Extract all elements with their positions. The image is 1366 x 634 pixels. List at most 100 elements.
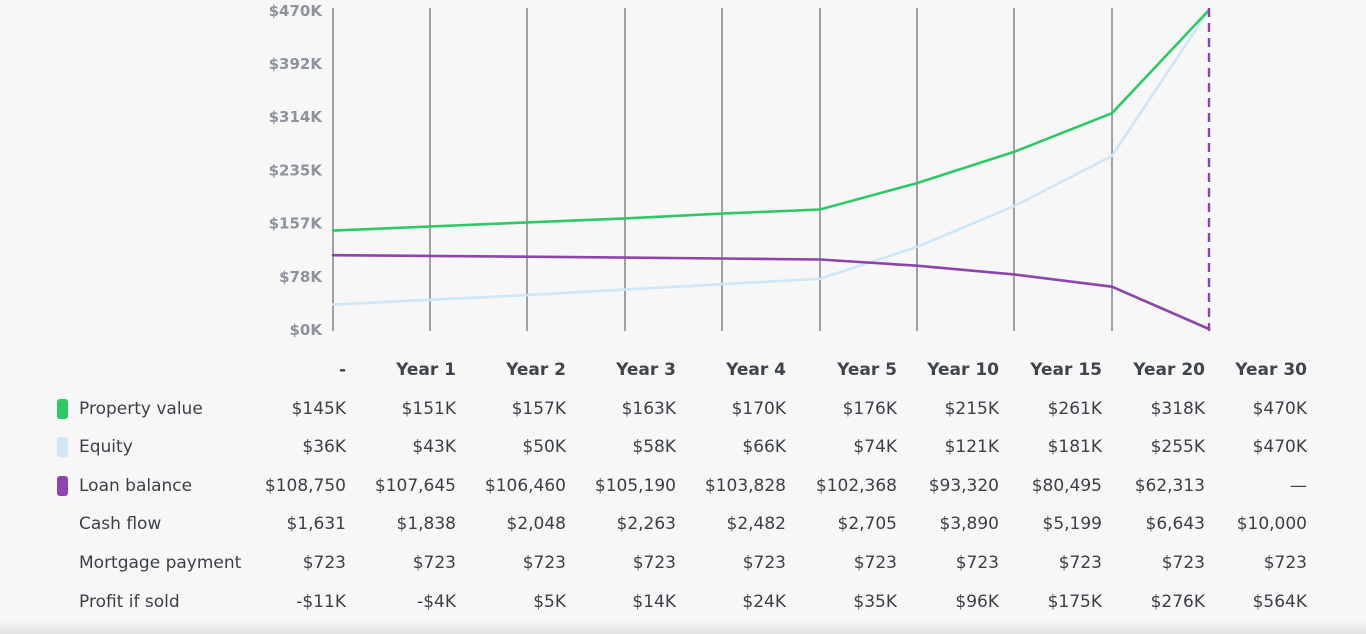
- table-cell: $74K: [853, 437, 897, 458]
- table-row: Mortgage payment $723 $723 $723 $723 $723 $723…: [0, 545, 1366, 584]
- table-cell: $3,890: [939, 514, 999, 535]
- table-cell: $2,482: [726, 514, 786, 535]
- table-cell: $163K: [621, 398, 676, 419]
- column-header: Year 20: [1133, 360, 1205, 380]
- y-tick-label: $0K: [290, 321, 324, 339]
- table-cell: $96K: [955, 591, 999, 612]
- table-cell: $108,750: [264, 475, 346, 496]
- y-tick-label: $470K: [269, 2, 324, 20]
- table-cell: $145K: [291, 398, 346, 419]
- table-row: Property value $145K $151K $157K $163K $170K $…: [0, 391, 1366, 430]
- table-cell: -$11K: [296, 591, 346, 612]
- table-cell: $102,368: [815, 475, 897, 496]
- column-header: Year 1: [396, 360, 456, 380]
- table-cell: $58K: [632, 437, 676, 458]
- table-cell: $176K: [842, 398, 897, 419]
- table-cell: $723: [742, 552, 786, 573]
- table-cell: $36K: [302, 437, 346, 458]
- table-cell: $121K: [944, 437, 999, 458]
- table-cell: $181K: [1047, 437, 1102, 458]
- table-cell: -$4K: [417, 591, 456, 612]
- series-lines: [331, 8, 1211, 331]
- table-cell: $723: [853, 552, 897, 573]
- row-label: Equity: [79, 437, 133, 458]
- table-cell: $35K: [853, 591, 897, 612]
- legend-swatch: [57, 475, 68, 496]
- bottom-fade: [0, 620, 1366, 634]
- table-cell: $255K: [1150, 437, 1205, 458]
- table-cell: $261K: [1047, 398, 1102, 419]
- column-header: Year 4: [726, 360, 786, 380]
- table-cell: $470K: [1252, 437, 1307, 458]
- row-label: Property value: [79, 398, 203, 419]
- y-tick-label: $78K: [279, 268, 323, 286]
- column-header: Year 15: [1030, 360, 1102, 380]
- table-cell: $723: [632, 552, 676, 573]
- row-label: Profit if sold: [79, 591, 180, 612]
- table-row: Profit if sold -$11K -$4K $5K $14K $24K $35K $9…: [0, 584, 1366, 623]
- projection-table: - Year 1 Year 2 Year 3 Year 4 Year 5 Year 10 Ye…: [0, 352, 1366, 622]
- y-tick-label: $235K: [269, 162, 324, 180]
- table-cell: $50K: [522, 437, 566, 458]
- table-cell: $93,320: [928, 475, 999, 496]
- table-cell: $723: [522, 552, 566, 573]
- table-cell: $723: [302, 552, 346, 573]
- y-tick-label: $157K: [269, 214, 324, 232]
- table-cell: $723: [955, 552, 999, 573]
- vertical-grid-lines: [332, 8, 1113, 331]
- table-cell: $6,643: [1145, 514, 1205, 535]
- legend-swatch: [57, 398, 68, 419]
- table-cell: $105,190: [594, 475, 676, 496]
- table-cell: $723: [1058, 552, 1102, 573]
- table-cell: $80,495: [1031, 475, 1102, 496]
- column-header: Year 3: [616, 360, 676, 380]
- table-cell: $5,199: [1042, 514, 1102, 535]
- series-line-equity: [331, 8, 1211, 306]
- table-cell: $106,460: [484, 475, 566, 496]
- column-header: -: [338, 360, 346, 380]
- table-cell: $66K: [742, 437, 786, 458]
- table-cell: $470K: [1252, 398, 1307, 419]
- column-header: Year 10: [927, 360, 999, 380]
- column-header: Year 5: [837, 360, 897, 380]
- table-header-row: - Year 1 Year 2 Year 3 Year 4 Year 5 Year 10 Ye…: [0, 352, 1366, 391]
- table-cell: $170K: [731, 398, 786, 419]
- table-cell: $175K: [1047, 591, 1102, 612]
- table-cell: $276K: [1150, 591, 1205, 612]
- table-cell: $2,263: [616, 514, 676, 535]
- table-cell: $103,828: [704, 475, 786, 496]
- legend-swatch: [57, 437, 68, 458]
- table-cell: —: [1290, 475, 1307, 496]
- column-header: Year 2: [506, 360, 566, 380]
- table-cell: $318K: [1150, 398, 1205, 419]
- table-cell: $10,000: [1236, 514, 1307, 535]
- table-cell: $723: [412, 552, 456, 573]
- series-line-property-value: [331, 8, 1211, 232]
- y-tick-label: $314K: [269, 108, 324, 126]
- y-axis-ticks: $470K $392K $314K $235K $157K $78K $0K: [269, 2, 324, 339]
- table-cell: $723: [1161, 552, 1205, 573]
- table-cell: $107,645: [374, 475, 456, 496]
- table-cell: $2,048: [506, 514, 566, 535]
- table-cell: $723: [1263, 552, 1307, 573]
- projection-chart: $470K $392K $314K $235K $157K $78K $0K: [269, 2, 1211, 339]
- table-cell: $151K: [401, 398, 456, 419]
- row-label: Mortgage payment: [79, 552, 242, 573]
- row-label: Cash flow: [79, 514, 162, 535]
- table-cell: $14K: [632, 591, 676, 612]
- table-cell: $157K: [511, 398, 566, 419]
- column-header: Year 30: [1235, 360, 1307, 380]
- table-cell: $215K: [944, 398, 999, 419]
- table-cell: $2,705: [837, 514, 897, 535]
- table-cell: $24K: [742, 591, 786, 612]
- table-cell: $1,838: [396, 514, 456, 535]
- row-label: Loan balance: [79, 475, 193, 496]
- table-row: Equity $36K $43K $50K $58K $66K $74K $121K $181K…: [0, 429, 1366, 468]
- table-cell: $43K: [412, 437, 456, 458]
- y-tick-label: $392K: [269, 55, 324, 73]
- table-cell: $5K: [533, 591, 566, 612]
- table-cell: $564K: [1252, 591, 1307, 612]
- table-row: Loan balance $108,750 $107,645 $106,460 $105…: [0, 468, 1366, 507]
- table-cell: $62,313: [1134, 475, 1205, 496]
- table-cell: $1,631: [286, 514, 346, 535]
